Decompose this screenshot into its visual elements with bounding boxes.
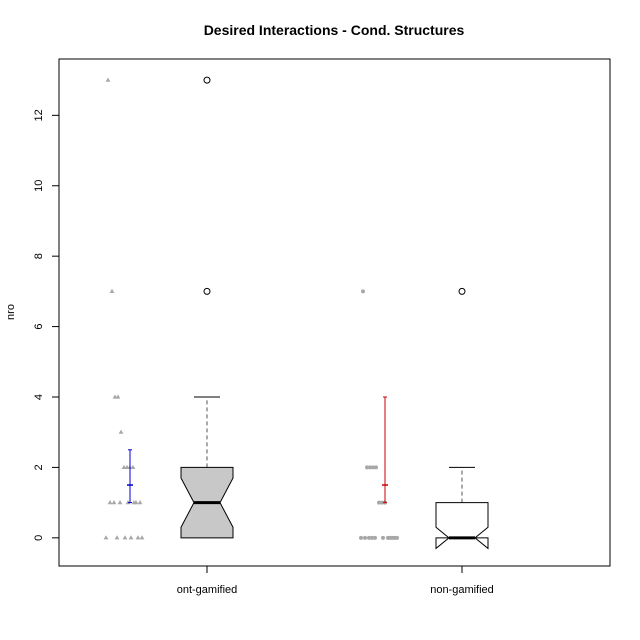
outlier-point [203,287,211,295]
raw-point [139,535,145,540]
notched-box [435,502,489,550]
raw-point [115,394,121,399]
raw-point [370,535,374,540]
y-tick-label: 6 [33,324,45,330]
raw-point [395,535,399,540]
raw-point [371,465,375,470]
raw-point [128,535,134,540]
raw-point [361,289,365,294]
y-tick-label: 2 [33,464,45,470]
raw-point [122,535,128,540]
raw-point [373,535,377,540]
raw-point [381,535,385,540]
raw-point [103,535,109,540]
box-group [103,76,234,540]
raw-point [374,465,378,470]
x-tick-label: ont-gamified [177,584,238,596]
raw-point [387,535,391,540]
y-axis: 0 2 4 6 8 10 12 [33,109,60,541]
raw-point [367,535,371,540]
raw-point [105,77,111,82]
raw-point [137,500,143,505]
raw-point [380,500,384,505]
raw-point [130,464,136,470]
y-tick-label: 4 [33,394,45,400]
raw-point [368,465,372,470]
raw-point [359,535,363,540]
raw-point [111,500,117,505]
chart-title: Desired Interactions - Cond. Structures [204,22,465,38]
raw-point [112,394,118,399]
y-tick-label: 10 [33,180,45,192]
raw-point [114,535,120,540]
box-groups [103,76,489,550]
outlier-point [458,287,466,295]
y-axis-label: nro [5,304,17,320]
raw-point [117,500,123,505]
raw-point [107,500,113,505]
x-tick-label: non-gamified [430,584,494,596]
outlier-point [203,76,211,84]
raw-point [135,535,141,540]
raw-point [391,535,395,540]
y-tick-label: 8 [33,253,45,259]
x-axis: ont-gamified non-gamified [177,566,494,596]
y-tick-label: 0 [33,535,45,541]
plot-frame [58,58,611,567]
raw-point [363,535,367,540]
box-group [359,287,489,550]
raw-point [365,465,369,470]
y-tick-label: 12 [33,109,45,121]
raw-point [109,288,115,293]
raw-point [131,500,137,505]
raw-point [377,500,381,505]
raw-point [118,429,124,434]
